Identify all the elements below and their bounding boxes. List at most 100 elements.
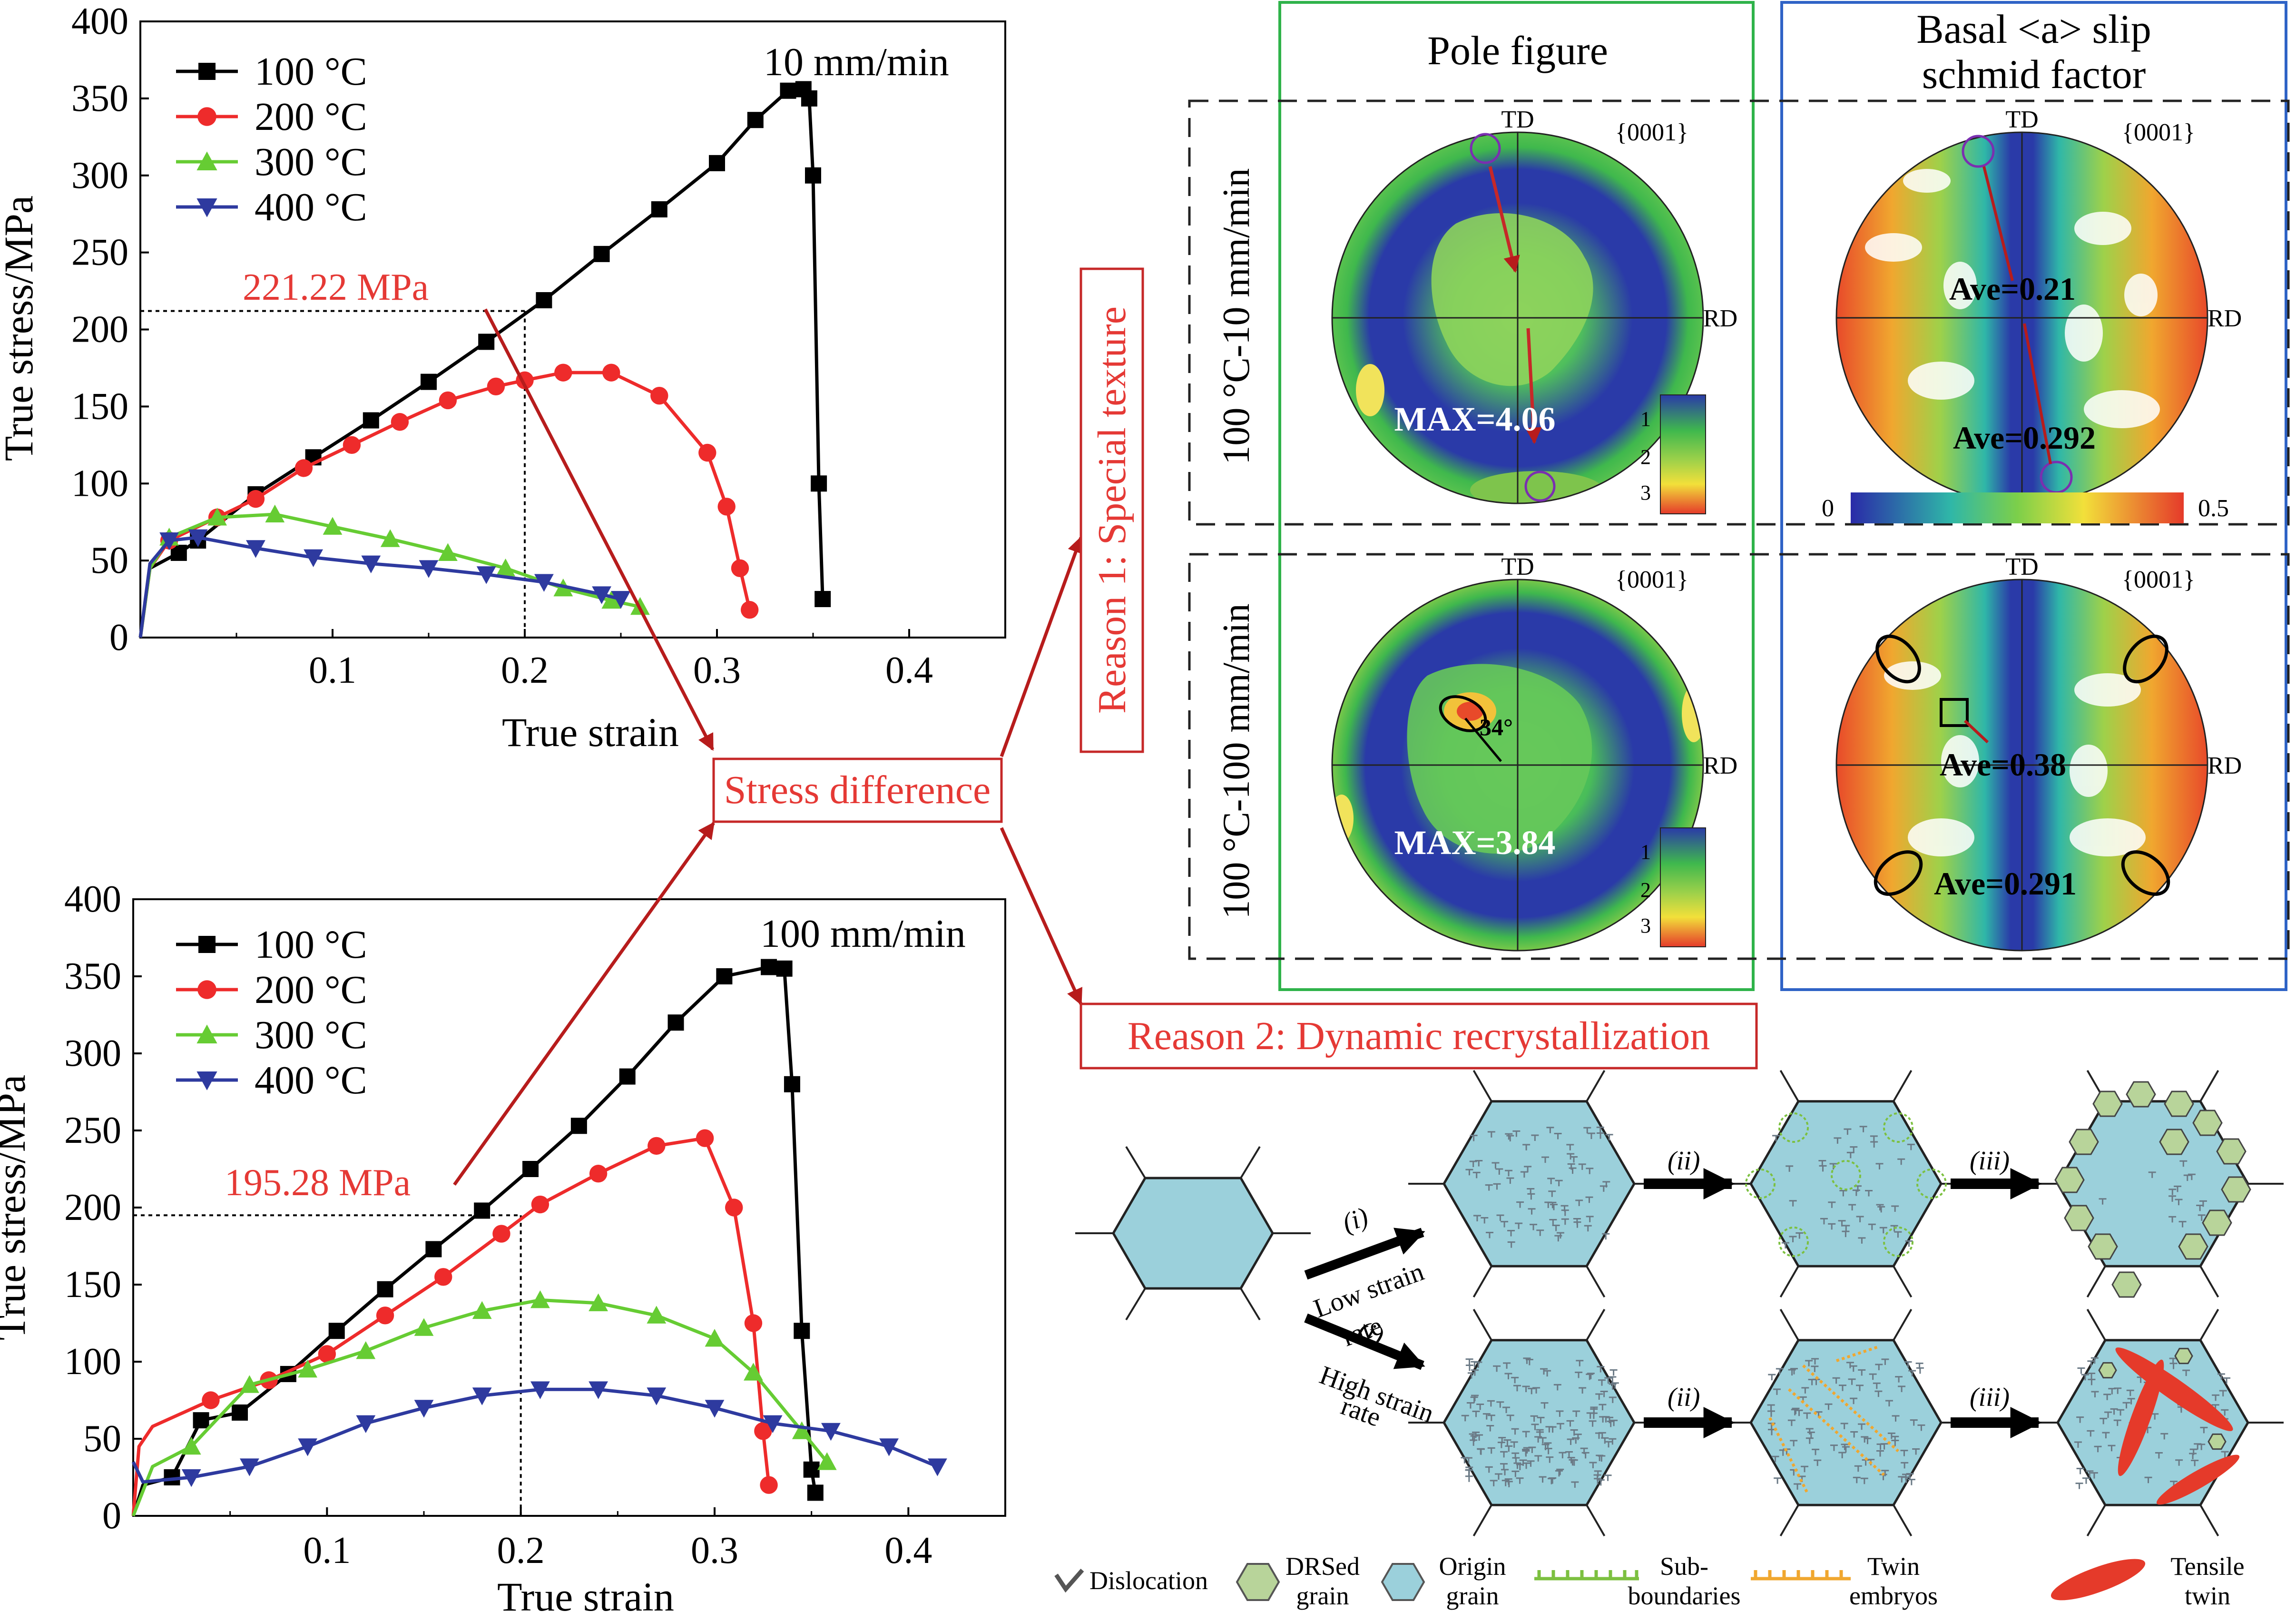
data-point bbox=[647, 1306, 667, 1324]
data-point bbox=[602, 363, 620, 382]
data-point bbox=[647, 1387, 667, 1405]
x-tick-label: 0.2 bbox=[497, 1530, 545, 1572]
x-tick-label: 0.4 bbox=[885, 649, 933, 691]
scale-tick: 3 bbox=[1640, 481, 1651, 504]
chart-10mm-min: 0 50 100 150 200 250 300 350 400 0.1 0.2 0.3 0.4 10… bbox=[0, 0, 1006, 755]
plane-label: {0001} bbox=[1615, 566, 1688, 593]
data-point bbox=[698, 443, 716, 462]
data-point bbox=[725, 1199, 743, 1217]
data-point bbox=[589, 1165, 608, 1183]
y-tick-label: 200 bbox=[64, 1187, 121, 1228]
series-layer bbox=[138, 81, 831, 638]
y-tick-label: 250 bbox=[71, 232, 128, 274]
drx-stages bbox=[1408, 1070, 2284, 1537]
y-tick-label: 350 bbox=[64, 955, 121, 997]
x-tick-label: 0.2 bbox=[501, 649, 549, 691]
y-tick-label: 150 bbox=[64, 1264, 121, 1306]
legend-marker bbox=[197, 107, 216, 126]
twin-embryos-icon bbox=[1751, 1570, 1851, 1581]
row1-dashed-box bbox=[1188, 99, 2290, 526]
data-point bbox=[589, 1293, 608, 1311]
ave-label: Ave=0.292 bbox=[1953, 420, 2096, 456]
reference-lines bbox=[133, 1214, 522, 1516]
data-point bbox=[361, 555, 381, 573]
y-axis: 0 50 100 150 200 250 300 350 400 bbox=[71, 0, 149, 658]
legend-marker bbox=[198, 63, 216, 80]
drsed-grain-icon bbox=[1236, 1563, 1280, 1601]
data-point bbox=[522, 1161, 539, 1177]
y-tick-label: 200 bbox=[71, 309, 128, 351]
data-point bbox=[474, 1202, 491, 1219]
legend-twin-l2: embryos bbox=[1849, 1582, 1938, 1610]
legend-origin-l2: grain bbox=[1446, 1582, 1499, 1610]
y-axis: 0 50 100 150 200 250 300 350 400 bbox=[64, 878, 142, 1537]
scale-tick: 3 bbox=[1640, 914, 1651, 937]
y-tick-label: 400 bbox=[71, 0, 128, 42]
data-point bbox=[298, 1438, 317, 1456]
legend-drsed-l2: grain bbox=[1296, 1582, 1349, 1610]
pole-figure-frame bbox=[1278, 1, 1755, 991]
grain-low-stage2 bbox=[1715, 1070, 1977, 1298]
arrow-high-rate bbox=[1304, 1313, 1425, 1370]
data-point bbox=[487, 377, 505, 395]
row2-label: 100 °C-100 mm/min bbox=[1216, 603, 1257, 919]
data-point bbox=[376, 1307, 394, 1325]
arrow-low-rate bbox=[1304, 1228, 1425, 1280]
legend-tensile-l2: twin bbox=[2185, 1582, 2230, 1610]
max-label: MAX=4.06 bbox=[1394, 400, 1556, 438]
data-point bbox=[611, 591, 631, 609]
data-point bbox=[811, 475, 827, 492]
data-point bbox=[193, 1412, 209, 1429]
x-tick-label: 0.1 bbox=[303, 1530, 351, 1572]
initial-grain bbox=[1075, 1146, 1311, 1321]
grain-high-stage1 bbox=[1408, 1308, 1670, 1537]
data-point bbox=[744, 1363, 763, 1381]
y-tick-label: 350 bbox=[71, 78, 128, 119]
pole-figure-title: Pole figure bbox=[1427, 28, 1608, 73]
data-point bbox=[496, 558, 515, 577]
series-line bbox=[138, 536, 621, 638]
data-point bbox=[589, 1381, 608, 1399]
data-point bbox=[530, 1381, 550, 1399]
data-point bbox=[328, 1323, 345, 1339]
tensile-twin-icon bbox=[2051, 1559, 2146, 1601]
data-point bbox=[439, 391, 457, 410]
legend-label: 400 °C bbox=[255, 185, 367, 229]
series-line bbox=[138, 371, 752, 638]
rd-label: RD bbox=[1703, 752, 1737, 779]
rd-label: RD bbox=[2208, 752, 2242, 779]
data-point bbox=[391, 413, 409, 431]
pole-colorbar bbox=[1660, 394, 1706, 514]
pole-figure-panel: Pole figure Basal <a> slip schmid factor… bbox=[1188, 1, 2290, 991]
stress-difference-label: Stress difference bbox=[724, 768, 991, 812]
data-point bbox=[761, 959, 777, 975]
y-tick-label: 100 bbox=[64, 1341, 121, 1383]
data-point bbox=[601, 590, 621, 609]
data-point bbox=[651, 201, 667, 217]
y-tick-label: 0 bbox=[109, 617, 128, 658]
td-label: TD bbox=[1501, 553, 1534, 580]
plane-label: {0001} bbox=[2122, 119, 2195, 146]
data-point bbox=[478, 334, 495, 350]
flow-arrows bbox=[453, 308, 1084, 1186]
data-point bbox=[265, 504, 285, 522]
max-label: MAX=3.84 bbox=[1394, 824, 1556, 862]
data-point bbox=[530, 1290, 550, 1308]
data-point bbox=[476, 566, 496, 584]
data-point bbox=[705, 1329, 725, 1347]
y-tick-label: 0 bbox=[102, 1495, 121, 1537]
drx-schematic: (i) Low strain rate (i) High strain rate… bbox=[1054, 1070, 2284, 1610]
data-point bbox=[709, 155, 725, 171]
y-tick-label: 150 bbox=[71, 385, 128, 427]
scale-tick: 1 bbox=[1640, 840, 1651, 864]
data-point bbox=[240, 1458, 259, 1476]
sub-boundaries-icon bbox=[1534, 1570, 1639, 1581]
data-point bbox=[776, 960, 793, 977]
data-point bbox=[817, 1452, 837, 1470]
pole-figure-2: 34° TD RD {0001} MAX=3.84 1 2 3 bbox=[1331, 553, 1737, 952]
grain-low-stage1 bbox=[1408, 1070, 1670, 1298]
data-point bbox=[318, 1345, 336, 1363]
data-point bbox=[807, 1484, 824, 1501]
schmid-map-1: TD RD {0001} Ave=0.21 Ave=0.292 0 0.5 bbox=[1822, 106, 2242, 523]
